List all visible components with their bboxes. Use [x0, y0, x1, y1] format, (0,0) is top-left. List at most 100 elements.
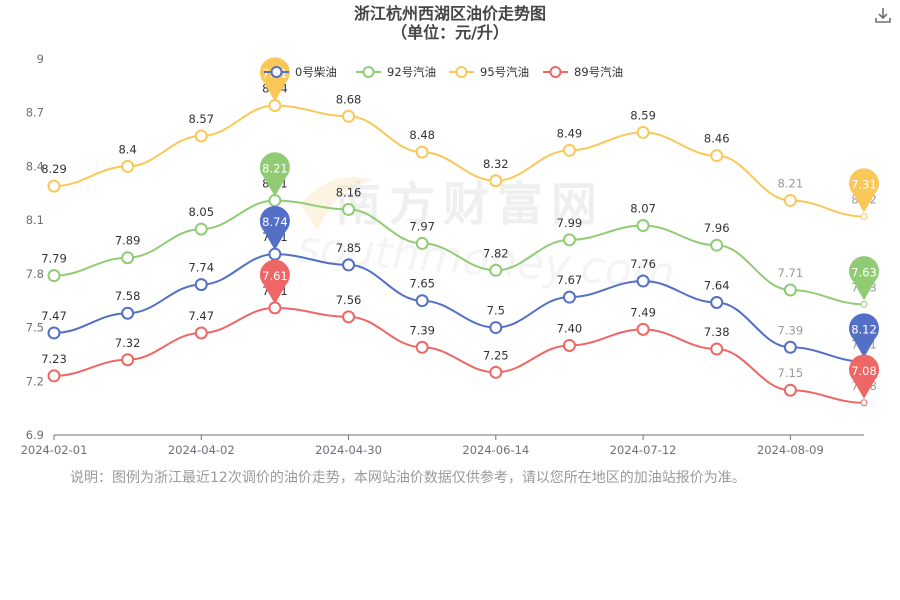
watermark-logo	[300, 177, 372, 230]
legend-item: 89号汽油	[543, 65, 623, 79]
data-label: 7.74	[188, 261, 214, 275]
data-point	[194, 326, 208, 340]
chart-title-main: 浙江杭州西湖区油价走势图	[353, 4, 546, 23]
pin-label: 7.61	[262, 269, 288, 283]
pin-label: 7.31	[851, 178, 877, 192]
chart-title: 浙江杭州西湖区油价走势图 （单位：元/升）	[0, 4, 900, 42]
y-tick-label: 7.8	[26, 267, 44, 281]
data-point	[710, 342, 724, 356]
data-point	[342, 109, 356, 123]
data-label: 7.15	[778, 366, 804, 380]
pin-label: 7.08	[851, 364, 877, 378]
legend-label: 0号柴油	[295, 65, 337, 79]
data-label: 7.25	[483, 348, 509, 362]
data-label: 7.40	[557, 321, 583, 335]
data-label: 7.38	[704, 325, 730, 339]
data-point	[783, 193, 797, 207]
series-line-0	[53, 253, 865, 363]
markpoint-pins: 8.748.128.217.637.917.317.617.08	[259, 57, 880, 399]
data-point	[415, 294, 429, 308]
data-point	[415, 236, 429, 250]
legend-marker	[549, 66, 562, 78]
data-point	[194, 278, 208, 292]
data-point	[636, 322, 650, 336]
x-tick-label: 2024-08-09	[757, 443, 824, 457]
data-point	[860, 399, 868, 407]
data-point	[194, 222, 208, 236]
data-label: 7.23	[41, 352, 67, 366]
data-point	[342, 258, 356, 272]
data-label: 7.99	[557, 216, 583, 230]
data-point	[415, 340, 429, 354]
data-point	[489, 174, 503, 188]
data-label: 7.39	[778, 323, 804, 337]
data-point	[47, 326, 61, 340]
data-label: 8.68	[336, 92, 362, 106]
data-label: 8.07	[630, 202, 656, 216]
data-label: 7.96	[704, 221, 730, 235]
legend-marker	[455, 66, 468, 78]
markpoint-pin: 8.21	[259, 152, 290, 197]
y-tick-label: 9	[37, 52, 44, 66]
data-point	[268, 301, 282, 315]
data-label: 8.21	[778, 176, 804, 190]
data-point	[710, 149, 724, 163]
data-point	[562, 290, 576, 304]
data-point	[562, 338, 576, 352]
pin-label: 8.74	[262, 215, 288, 229]
data-point	[710, 296, 724, 310]
axes: 6.9 7.2 7.5 7.8 8.1 8.4 8.7 9 2024-02-01 2024-04-…	[21, 52, 864, 457]
data-label: 8.4	[118, 142, 136, 156]
x-tick-label: 2024-06-14	[462, 443, 529, 457]
data-point	[860, 300, 868, 308]
data-label: 7.67	[557, 273, 583, 287]
data-point	[194, 129, 208, 143]
data-point	[342, 202, 356, 216]
data-point	[783, 340, 797, 354]
markpoint-pin: 7.31	[849, 168, 880, 213]
pin-label: 8.12	[851, 323, 877, 337]
data-label: 7.65	[409, 277, 435, 291]
legend-label: 95号汽油	[480, 65, 529, 79]
data-label: 7.58	[115, 289, 141, 303]
data-label: 7.5	[487, 304, 505, 318]
series-line-2	[53, 104, 865, 218]
data-label: 7.82	[483, 246, 509, 260]
x-tick-label: 2024-04-30	[315, 443, 382, 457]
data-point	[268, 99, 282, 113]
data-label: 8.29	[41, 162, 67, 176]
chart-note: 说明：图例为浙江最近12次调价的油价走势，本网站油价数据仅供参考，请以您所在地区…	[70, 470, 746, 486]
pin-shape	[259, 259, 290, 304]
pin-shape	[259, 152, 290, 197]
y-tick-label: 7.5	[26, 321, 44, 335]
pin-label: 8.21	[262, 161, 288, 175]
data-point	[47, 179, 61, 193]
pin-shape	[849, 256, 880, 301]
legend-marker	[270, 66, 283, 78]
data-point	[342, 310, 356, 324]
data-labels: 7.477.587.747.917.857.657.57.677.767.647…	[41, 82, 877, 393]
legend-item: 0号柴油	[264, 65, 337, 79]
download-icon[interactable]	[874, 6, 892, 24]
data-point	[636, 125, 650, 139]
data-label: 8.57	[188, 112, 214, 126]
legend-label: 92号汽油	[387, 65, 436, 79]
data-point	[268, 193, 282, 207]
data-point	[121, 306, 135, 320]
data-point	[489, 263, 503, 277]
markpoint-pin: 7.63	[849, 256, 880, 301]
x-tick-label: 2024-02-01	[21, 443, 88, 457]
chart-title-unit: （单位：元/升）	[391, 23, 509, 42]
series-line-1	[53, 199, 865, 306]
y-tick-label: 8.1	[26, 213, 44, 227]
data-label: 7.85	[336, 241, 362, 255]
x-tick-label: 2024-07-12	[610, 443, 677, 457]
data-label: 8.48	[409, 128, 435, 142]
data-label: 7.89	[115, 234, 141, 248]
pin-shape	[259, 57, 290, 102]
markpoint-pin: 8.74	[259, 205, 290, 251]
legend: 0号柴油 92号汽油 95号汽油 89号汽油	[264, 65, 623, 79]
data-label: 7.71	[778, 266, 804, 280]
data-point	[636, 219, 650, 233]
x-tick-label: 2024-04-02	[168, 443, 235, 457]
